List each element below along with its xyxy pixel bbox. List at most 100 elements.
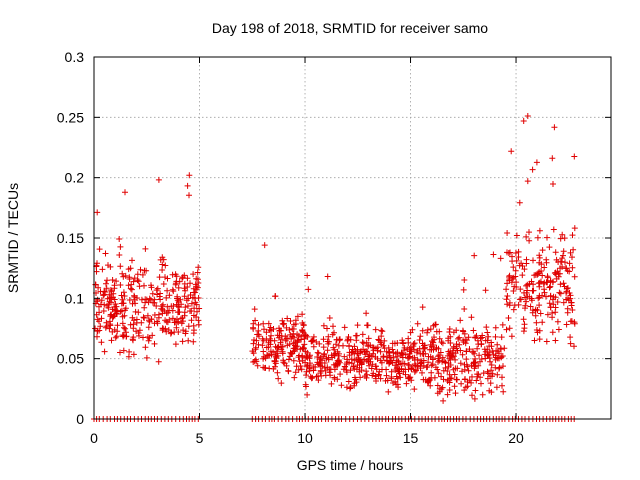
data-point bbox=[504, 293, 511, 299]
data-point bbox=[334, 360, 341, 367]
data-point bbox=[486, 387, 493, 394]
data-point bbox=[356, 368, 363, 375]
data-point bbox=[541, 279, 548, 286]
data-point bbox=[188, 317, 195, 324]
data-point bbox=[536, 336, 543, 343]
data-point bbox=[104, 277, 110, 284]
data-point bbox=[427, 353, 434, 360]
data-point bbox=[428, 369, 435, 376]
data-point bbox=[359, 339, 366, 346]
data-point bbox=[175, 303, 181, 310]
data-point bbox=[158, 303, 165, 310]
data-point bbox=[99, 266, 106, 273]
data-point bbox=[373, 366, 380, 373]
data-point bbox=[562, 265, 569, 272]
data-point bbox=[394, 353, 401, 360]
data-point bbox=[516, 296, 523, 303]
data-point bbox=[499, 374, 505, 381]
data-point bbox=[521, 266, 528, 273]
data-point bbox=[510, 288, 517, 294]
data-point bbox=[102, 324, 109, 331]
data-point bbox=[143, 354, 150, 361]
data-point bbox=[175, 284, 182, 291]
data-point bbox=[511, 283, 518, 290]
data-point bbox=[447, 375, 454, 382]
data-point bbox=[499, 321, 506, 328]
data-point bbox=[303, 372, 310, 379]
data-point bbox=[370, 344, 377, 351]
data-point bbox=[134, 271, 141, 278]
data-point bbox=[553, 256, 560, 263]
data-point bbox=[439, 384, 446, 391]
data-series-srmtid bbox=[91, 113, 578, 422]
data-point bbox=[190, 271, 197, 278]
data-point bbox=[410, 341, 417, 348]
data-point bbox=[479, 391, 486, 398]
data-point bbox=[469, 373, 475, 380]
data-point bbox=[357, 374, 364, 381]
data-point bbox=[181, 312, 188, 319]
data-point bbox=[172, 281, 179, 288]
tick-labels: 0 0.05 0.1 0.15 0.2 0.25 0.3 0 5 10 15 20 bbox=[57, 49, 524, 446]
data-point bbox=[372, 354, 379, 360]
data-point bbox=[333, 341, 339, 348]
data-point bbox=[536, 302, 543, 309]
data-point bbox=[389, 346, 396, 353]
data-point bbox=[117, 282, 124, 288]
data-point bbox=[122, 325, 129, 332]
data-point bbox=[118, 300, 125, 307]
data-point bbox=[136, 283, 143, 290]
data-point bbox=[344, 356, 351, 363]
data-point bbox=[136, 327, 143, 334]
data-point bbox=[295, 354, 302, 361]
data-point bbox=[259, 342, 266, 349]
data-point bbox=[420, 362, 427, 369]
data-point bbox=[397, 360, 404, 367]
data-point bbox=[123, 329, 129, 336]
data-point bbox=[159, 254, 166, 261]
data-point bbox=[550, 278, 557, 285]
data-point bbox=[506, 325, 513, 332]
data-point bbox=[567, 295, 574, 302]
data-point bbox=[488, 362, 495, 368]
data-point bbox=[512, 250, 519, 256]
data-point bbox=[156, 274, 163, 281]
data-point bbox=[167, 330, 174, 337]
data-point bbox=[149, 332, 156, 339]
data-point bbox=[250, 325, 257, 332]
data-point bbox=[451, 383, 458, 390]
data-point bbox=[155, 358, 162, 365]
data-point bbox=[484, 329, 491, 336]
data-point bbox=[379, 328, 386, 335]
data-point bbox=[194, 308, 200, 315]
data-point bbox=[431, 334, 437, 341]
data-point bbox=[286, 341, 293, 348]
data-point bbox=[160, 281, 167, 287]
data-point bbox=[140, 334, 146, 341]
data-point bbox=[350, 363, 357, 370]
data-point bbox=[287, 318, 294, 324]
data-point bbox=[551, 270, 558, 277]
data-point bbox=[442, 364, 449, 371]
data-point bbox=[301, 341, 308, 348]
data-point bbox=[338, 382, 345, 389]
data-point bbox=[434, 390, 441, 397]
data-point bbox=[527, 303, 534, 310]
data-point bbox=[420, 357, 427, 364]
data-point bbox=[408, 377, 415, 384]
data-point bbox=[312, 364, 319, 370]
data-point bbox=[126, 276, 133, 282]
data-point bbox=[353, 337, 360, 344]
data-point bbox=[112, 334, 119, 341]
data-point bbox=[549, 329, 556, 336]
data-point bbox=[145, 324, 152, 331]
data-point bbox=[400, 368, 407, 375]
data-point bbox=[385, 388, 392, 395]
data-point bbox=[121, 324, 127, 331]
data-point bbox=[476, 352, 483, 359]
data-point bbox=[409, 326, 416, 333]
data-point bbox=[567, 249, 574, 256]
ticks bbox=[93, 56, 611, 420]
data-point bbox=[471, 395, 478, 402]
data-point bbox=[374, 347, 381, 354]
